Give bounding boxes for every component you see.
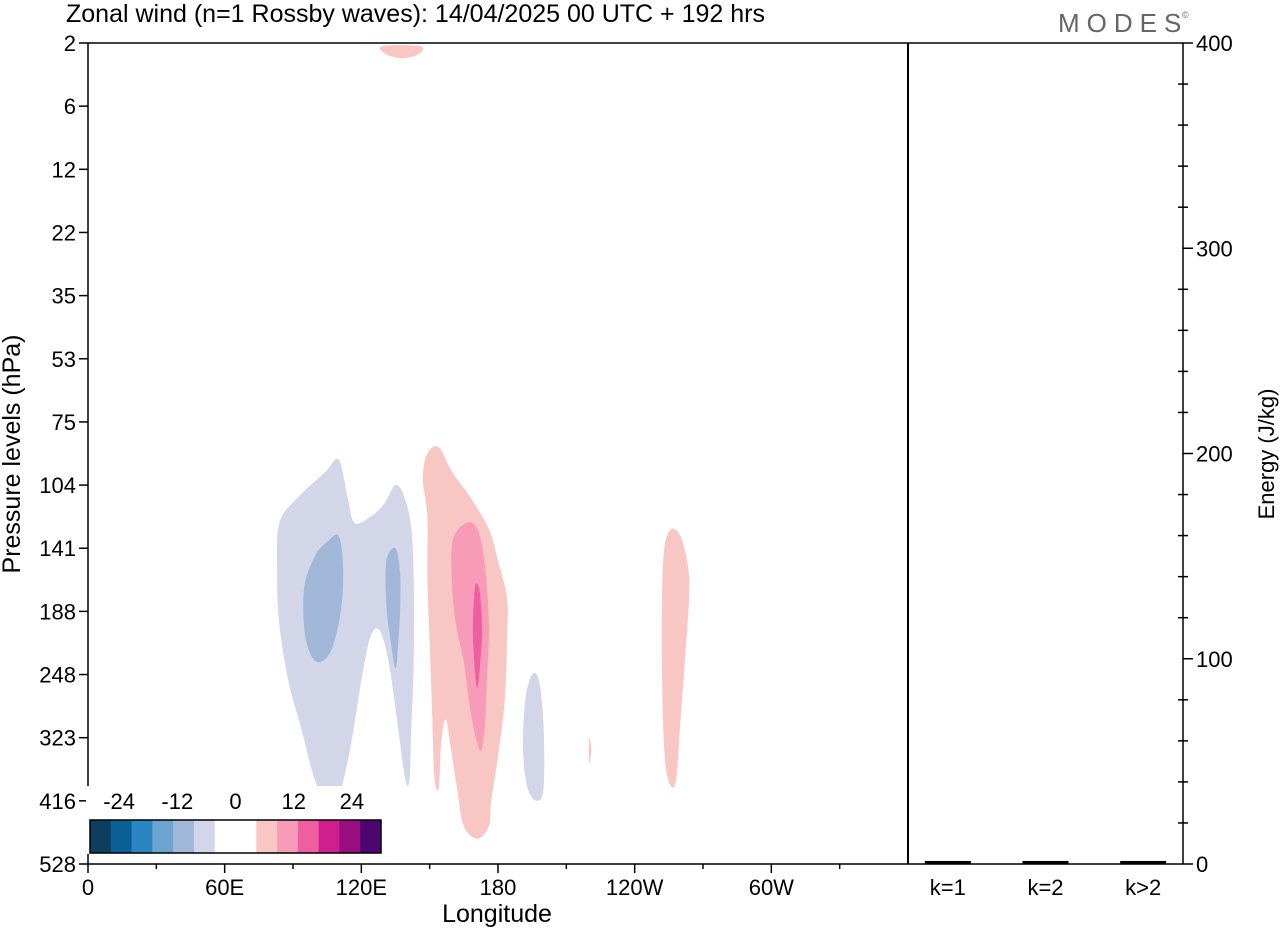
x-tick-label: 0	[82, 875, 94, 900]
colorbar-swatch	[318, 820, 340, 853]
energy-axis-label: Energy (J/kg)	[1254, 389, 1279, 520]
colorbar-swatch	[277, 820, 299, 853]
energy-bar	[1022, 860, 1069, 864]
colorbar-swatch	[131, 820, 153, 853]
energy-bars: k=1 k=2 k>2	[924, 860, 1167, 900]
energy-tick-label: 200	[1196, 442, 1233, 467]
colorbar-swatch	[297, 820, 320, 853]
colorbar-swatch	[256, 820, 278, 853]
colorbar-swatch	[214, 820, 236, 853]
contour-neg-outer-small	[523, 672, 545, 801]
contour-neg-inner-a	[303, 534, 344, 663]
y-tick-label: 188	[39, 599, 76, 624]
colorbar-tick-label: -24	[103, 789, 135, 814]
energy-tick-label: 100	[1196, 647, 1233, 672]
colorbar-swatch	[193, 820, 216, 853]
x-tick-label: 180	[480, 875, 517, 900]
energy-category-label: k>2	[1125, 875, 1161, 900]
contour-pos-east	[661, 528, 690, 788]
y-tick-label: 2	[64, 31, 76, 56]
x-tick-label: 120E	[336, 875, 387, 900]
y-tick-label: 6	[64, 94, 76, 119]
y-tick-label: 104	[39, 473, 76, 498]
colorbar-tick-label: -12	[161, 789, 193, 814]
colorbar-swatch	[110, 820, 132, 853]
colorbar-swatch	[152, 820, 174, 853]
energy-tick-label: 300	[1196, 236, 1233, 261]
y-tick-label: 53	[52, 347, 76, 372]
colorbar-swatch	[173, 820, 195, 853]
colorbar-tick-label: 12	[281, 789, 305, 814]
colorbar-legend: -24 -12 0 12 24	[86, 786, 383, 854]
contour-pos-core	[472, 583, 483, 688]
colorbar-swatch	[90, 820, 112, 853]
chart-title: Zonal wind (n=1 Rossby waves): 14/04/202…	[66, 0, 765, 28]
y-tick-label: 12	[52, 157, 76, 182]
y-tick-label: 416	[39, 789, 76, 814]
modes-logo: MODES ©	[1058, 8, 1189, 38]
y-tick-label: 35	[52, 284, 76, 309]
contour-pos-top	[379, 45, 424, 59]
y-tick-label: 22	[52, 220, 76, 245]
colorbar-tick-label: 0	[229, 789, 241, 814]
y-tick-label: 528	[39, 852, 76, 877]
y-axis-label: Pressure levels (hPa)	[0, 335, 26, 574]
x-tick-label: 60W	[749, 875, 794, 900]
x-tick-label: 120W	[606, 875, 664, 900]
colorbar-swatch	[339, 820, 361, 853]
colorbar-swatch	[235, 820, 257, 853]
energy-category-label: k=1	[930, 875, 966, 900]
x-axis-label: Longitude	[442, 900, 552, 928]
y-tick-label: 323	[39, 726, 76, 751]
contour-pos-mid	[451, 522, 489, 751]
logo-mark: ©	[1182, 10, 1189, 20]
contour-pos-speck	[588, 737, 592, 764]
energy-bar	[924, 860, 971, 864]
colorbar-swatch	[360, 820, 382, 853]
y-tick-label: 141	[39, 536, 76, 561]
contour-neg-inner-b	[385, 547, 401, 669]
y-tick-label: 248	[39, 663, 76, 688]
contour-neg-outer-main	[276, 458, 414, 803]
colorbar-frame	[89, 819, 382, 854]
contour-field	[276, 45, 690, 839]
x-tick-label: 60E	[205, 875, 244, 900]
energy-tick-label: 0	[1196, 852, 1208, 877]
energy-category-label: k=2	[1027, 875, 1063, 900]
logo-text: MODES	[1058, 8, 1188, 38]
y-tick-label: 75	[52, 410, 76, 435]
energy-tick-label: 400	[1196, 31, 1233, 56]
energy-bar	[1120, 860, 1167, 864]
colorbar-tick-label: 24	[340, 789, 364, 814]
